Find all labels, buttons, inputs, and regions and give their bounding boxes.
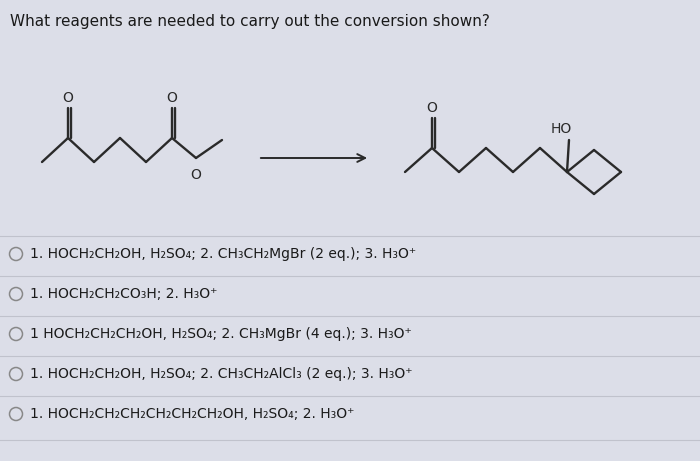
Text: 1. HOCH₂CH₂CO₃H; 2. H₃O⁺: 1. HOCH₂CH₂CO₃H; 2. H₃O⁺ (30, 287, 218, 301)
Text: O: O (426, 101, 438, 115)
Text: 1. HOCH₂CH₂OH, H₂SO₄; 2. CH₃CH₂AlCl₃ (2 eq.); 3. H₃O⁺: 1. HOCH₂CH₂OH, H₂SO₄; 2. CH₃CH₂AlCl₃ (2 … (30, 367, 412, 381)
Text: O: O (190, 168, 202, 182)
Text: 1 HOCH₂CH₂CH₂OH, H₂SO₄; 2. CH₃MgBr (4 eq.); 3. H₃O⁺: 1 HOCH₂CH₂CH₂OH, H₂SO₄; 2. CH₃MgBr (4 eq… (30, 327, 412, 341)
Text: 1. HOCH₂CH₂OH, H₂SO₄; 2. CH₃CH₂MgBr (2 eq.); 3. H₃O⁺: 1. HOCH₂CH₂OH, H₂SO₄; 2. CH₃CH₂MgBr (2 e… (30, 247, 416, 261)
Text: O: O (167, 91, 177, 105)
Text: What reagents are needed to carry out the conversion shown?: What reagents are needed to carry out th… (10, 14, 490, 29)
Text: 1. HOCH₂CH₂CH₂CH₂CH₂CH₂OH, H₂SO₄; 2. H₃O⁺: 1. HOCH₂CH₂CH₂CH₂CH₂CH₂OH, H₂SO₄; 2. H₃O… (30, 407, 354, 421)
Text: HO: HO (550, 122, 572, 136)
Text: O: O (62, 91, 74, 105)
